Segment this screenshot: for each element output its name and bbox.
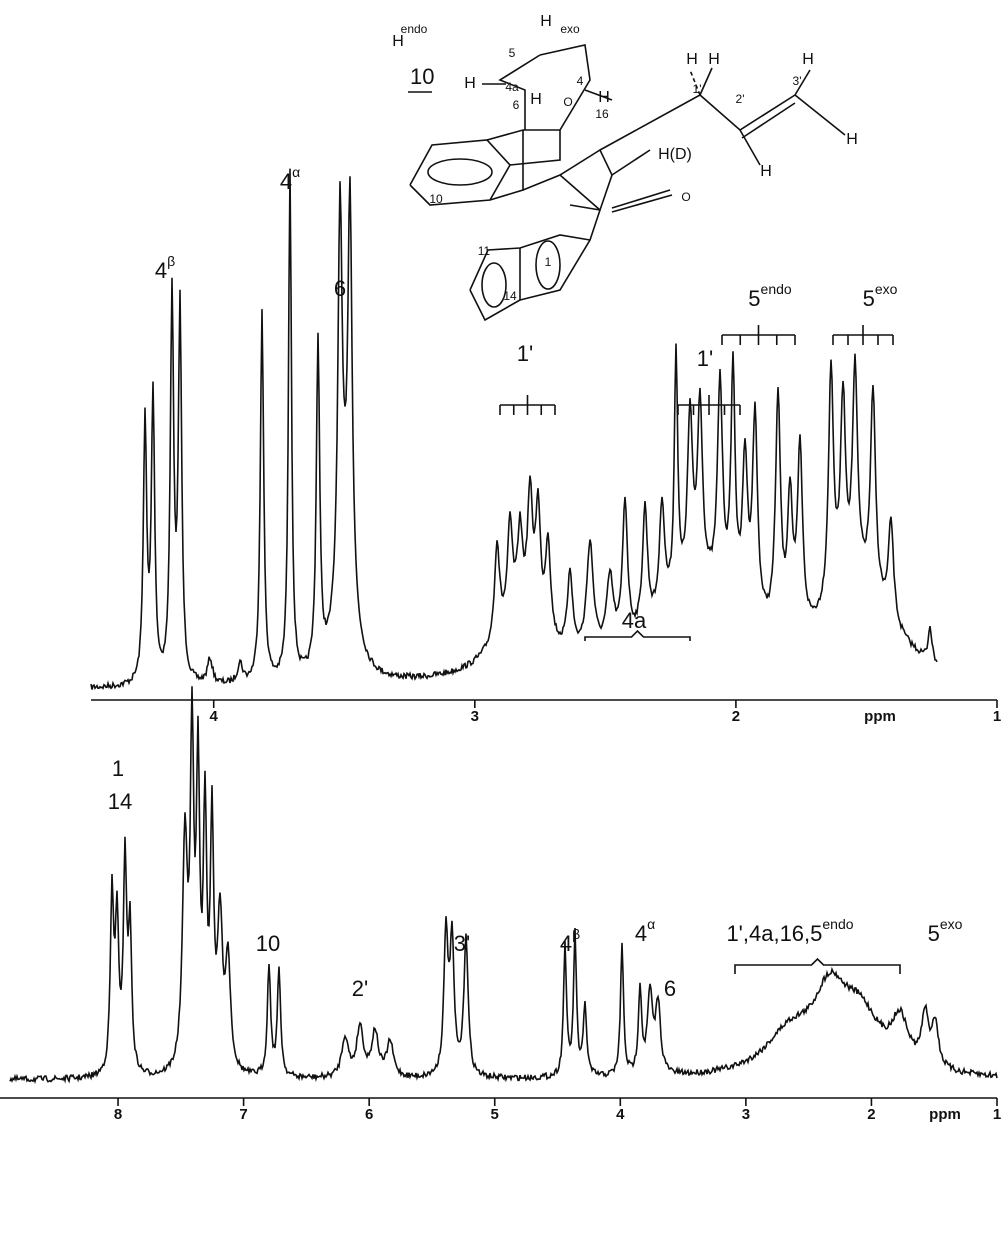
atom-label: H(D) — [658, 146, 692, 163]
atom-label: H — [598, 89, 610, 106]
peak-label-sup: exo — [875, 281, 898, 297]
compound-label: 10 — [410, 64, 434, 89]
peak-label: 1' — [517, 341, 533, 366]
atom-label: 1 — [545, 255, 552, 269]
peak-label-text: 4 — [280, 169, 292, 194]
atom-label: O — [681, 190, 690, 204]
peak-label: 2' — [352, 976, 368, 1001]
atom-label: 14 — [503, 289, 517, 303]
x-tick-label: 7 — [239, 1106, 247, 1123]
peak-label-text: 10 — [256, 931, 280, 956]
peak-label-text: 1 — [112, 756, 124, 781]
structure-drawing — [408, 44, 846, 322]
x-tick-label: 4 — [210, 708, 219, 725]
x-tick-label: 2 — [867, 1106, 875, 1123]
peak-label-sup: α — [292, 164, 300, 180]
peak-label-text: 1' — [697, 346, 713, 371]
atom-label: H — [540, 13, 552, 30]
atom-label: H — [686, 51, 698, 68]
range-bracket — [734, 957, 901, 974]
atom-label: O — [563, 95, 572, 109]
peak-label-text: 14 — [108, 789, 132, 814]
atom-label: 4a — [505, 80, 519, 94]
peak-label-text: 1' — [517, 341, 533, 366]
atom-label: H — [392, 33, 404, 50]
peak-label-sup: endo — [822, 916, 853, 932]
atom-label: H — [802, 51, 814, 68]
atom-label: exo — [560, 22, 580, 36]
peak-label-sup: β — [167, 253, 175, 269]
peak-label: 1 — [112, 756, 124, 781]
x-tick-label: 2 — [732, 708, 740, 725]
peak-label: 6 — [664, 976, 676, 1001]
peak-label-text: 4 — [635, 921, 647, 946]
x-tick-label: 8 — [114, 1106, 122, 1123]
peak-label: 5endo — [748, 281, 792, 311]
atom-label: H — [708, 51, 720, 68]
peak-label: 6 — [334, 276, 346, 301]
peak-label-sup: endo — [761, 281, 792, 297]
peak-label-text: 2' — [352, 976, 368, 1001]
peak-label: 4α — [635, 916, 655, 946]
peak-label: 1' — [697, 346, 713, 371]
x-tick-label: 4 — [616, 1106, 625, 1123]
spectrum-trace — [90, 168, 938, 690]
atom-label: 6 — [513, 98, 520, 112]
peak-label: 1',4a,16,5endo — [726, 916, 853, 946]
x-tick-label: 1 — [993, 1106, 1001, 1123]
peak-label-text: 5 — [748, 286, 760, 311]
atom-label: 16 — [595, 107, 609, 121]
x-axis-label: ppm — [864, 708, 896, 725]
x-tick-label: 6 — [365, 1106, 373, 1123]
peak-label-text: 6 — [334, 276, 346, 301]
atom-label: 1' — [693, 82, 702, 96]
peak-label-sup: β — [572, 926, 580, 942]
peak-label-sup: α — [647, 916, 655, 932]
peak-label-text: 4a — [622, 608, 647, 633]
spectrum-trace — [9, 686, 998, 1085]
atom-label: 11 — [478, 244, 491, 258]
atom-label: 4 — [577, 74, 584, 88]
peak-label: 4α — [280, 164, 300, 194]
atom-label: 5 — [509, 46, 516, 60]
atom-label: H — [464, 75, 476, 92]
atom-label: H — [760, 163, 772, 180]
atom-label: 10 — [429, 192, 443, 206]
peak-label: 5exo — [928, 916, 963, 946]
atom-label: endo — [401, 22, 428, 36]
x-tick-label: 5 — [491, 1106, 499, 1123]
x-tick-label: 3 — [471, 708, 479, 725]
peak-label-text: 4 — [560, 931, 572, 956]
peak-label: 5exo — [863, 281, 898, 311]
atom-label: 2' — [736, 92, 745, 106]
peak-label: 4β — [560, 926, 580, 956]
peak-label-text: 3' — [454, 931, 470, 956]
range-bracket — [584, 629, 691, 641]
peak-label-text: 5 — [863, 286, 875, 311]
atom-label: H — [846, 131, 858, 148]
peak-label-sup: exo — [940, 916, 963, 932]
x-axis-label: ppm — [929, 1106, 961, 1123]
peak-label: 14 — [108, 789, 132, 814]
atom-label: H — [530, 91, 542, 108]
peak-label-text: 1',4a,16,5 — [726, 921, 822, 946]
peak-label: 10 — [256, 931, 280, 956]
peak-label-text: 6 — [664, 976, 676, 1001]
atom-label: 3' — [793, 74, 802, 88]
peak-label-text: 4 — [155, 258, 167, 283]
x-tick-label: 1 — [993, 708, 1001, 725]
x-tick-label: 3 — [742, 1106, 750, 1123]
peak-label: 3' — [454, 931, 470, 956]
peak-label: 4a — [622, 608, 647, 633]
peak-label: 4β — [155, 253, 175, 283]
peak-label-text: 5 — [928, 921, 940, 946]
